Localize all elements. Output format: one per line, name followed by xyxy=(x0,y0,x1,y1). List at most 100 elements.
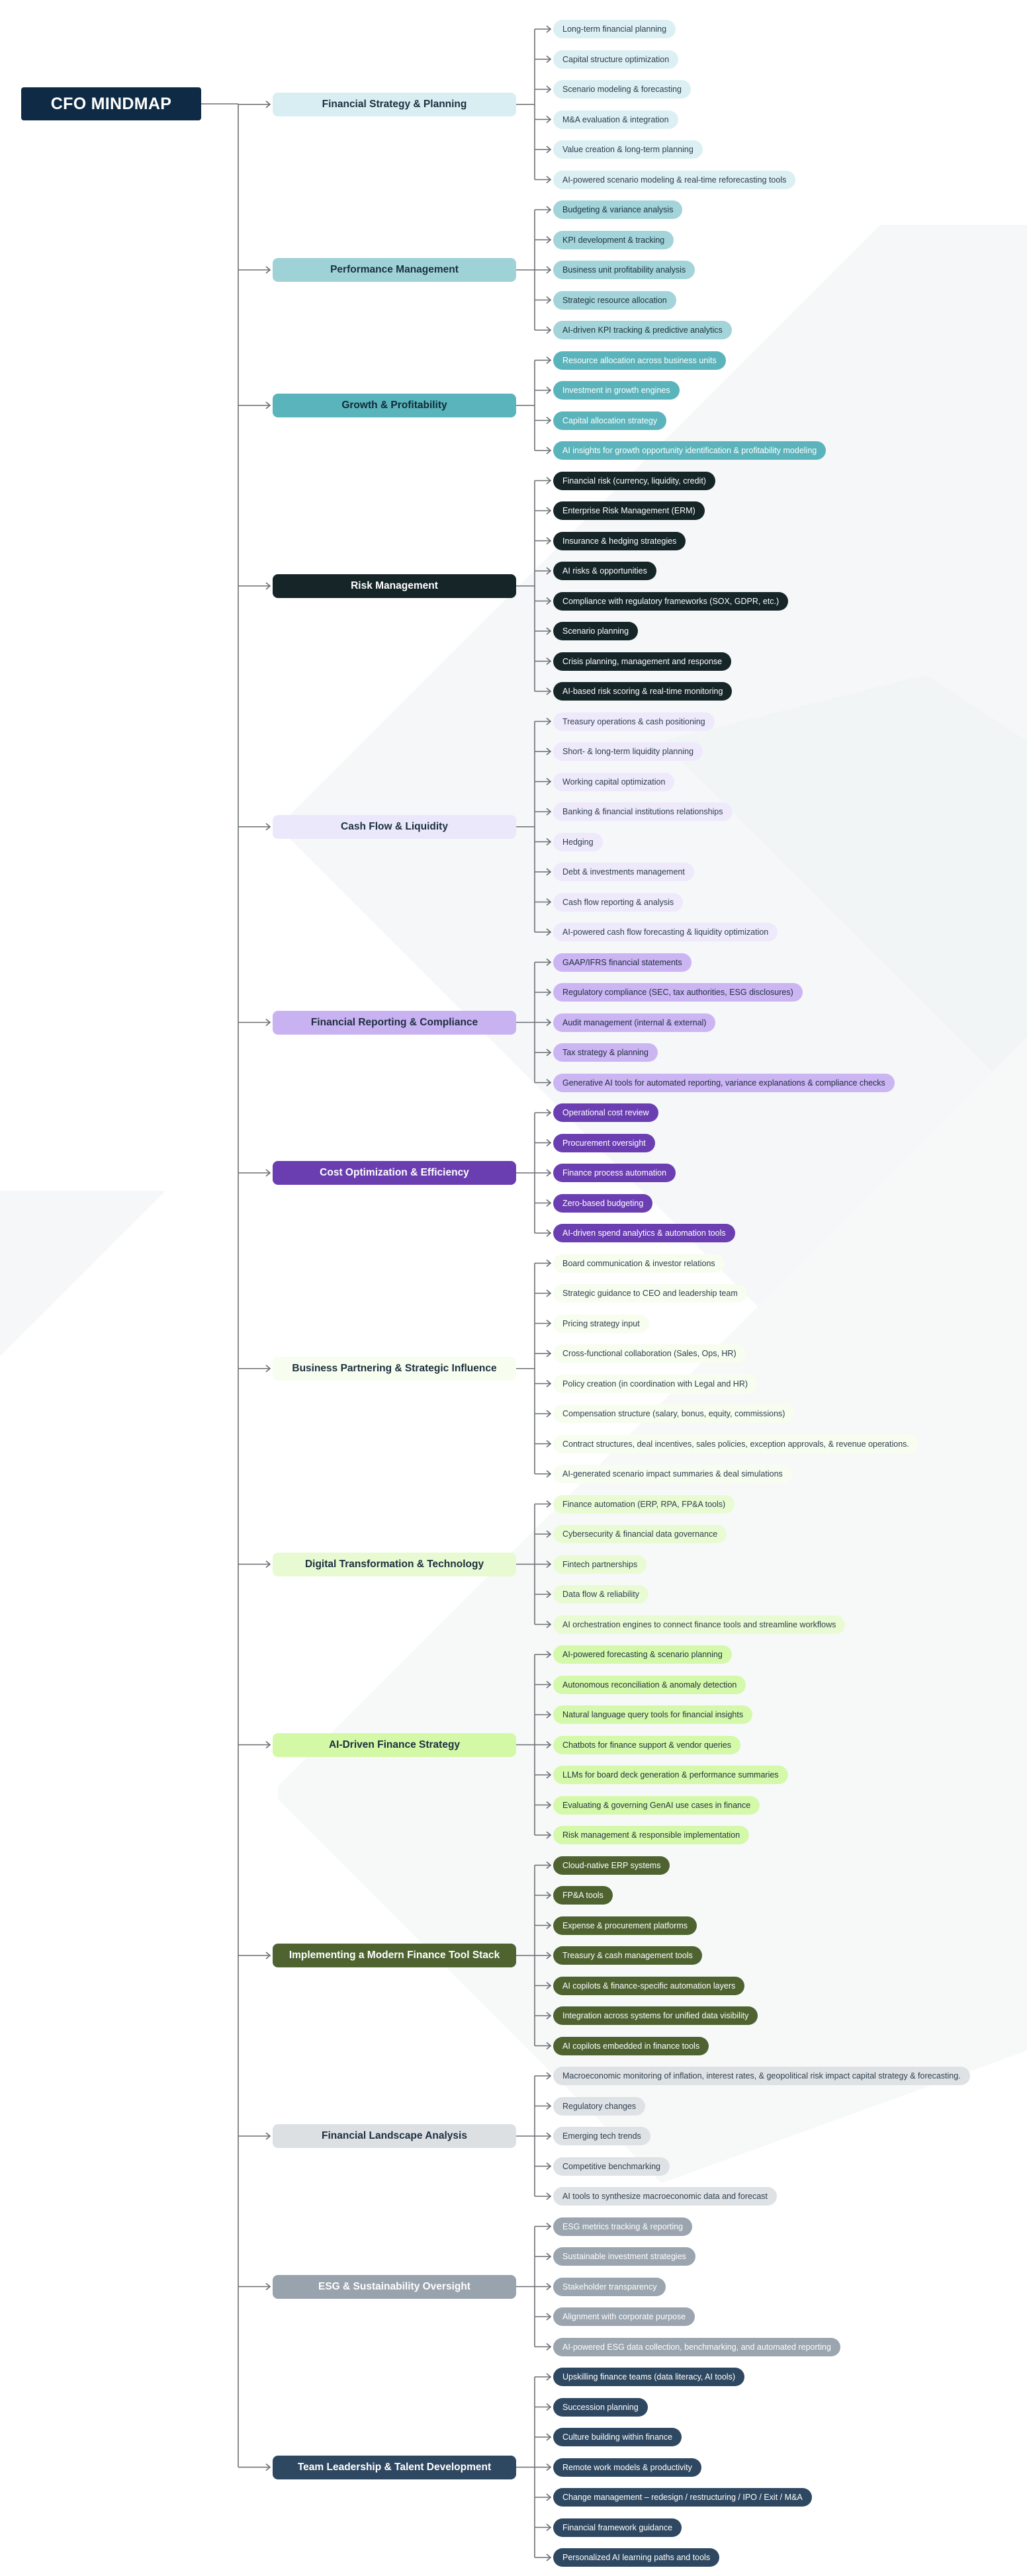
branch-12-item: Emerging tech trends xyxy=(553,2127,650,2145)
branch-12: Financial Landscape Analysis xyxy=(273,2124,516,2148)
branch-14-item: Remote work models & productivity xyxy=(553,2458,701,2477)
branch-1-item: Value creation & long-term planning xyxy=(553,140,703,159)
mindmap-root: CFO MINDMAP xyxy=(21,87,201,120)
branch-12-item: Competitive benchmarking xyxy=(553,2157,670,2176)
branch-7-item: AI-driven spend analytics & automation t… xyxy=(553,1224,735,1242)
branch-14-item: Financial framework guidance xyxy=(553,2518,682,2537)
branch-5-item: Cash flow reporting & analysis xyxy=(553,892,684,912)
branch-3-item: Capital allocation strategy xyxy=(553,411,667,430)
branch-5-item: Banking & financial institutions relatio… xyxy=(553,802,733,821)
branch-9-item: Data flow & reliability xyxy=(553,1585,649,1604)
branch-13: ESG & Sustainability Oversight xyxy=(273,2274,516,2299)
branch-4-item: Enterprise Risk Management (ERM) xyxy=(553,501,705,520)
branch-10-item: Risk management & responsible implementa… xyxy=(553,1826,750,1844)
branch-14-item: Personalized AI learning paths and tools xyxy=(553,2548,720,2567)
branch-8-item: Cross-functional collaboration (Sales, O… xyxy=(553,1344,746,1363)
branch-6-item: Regulatory compliance (SEC, tax authorit… xyxy=(553,983,803,1002)
branch-13-item: Stakeholder transparency xyxy=(553,2277,666,2296)
branch-13-item: ESG metrics tracking & reporting xyxy=(553,2217,693,2236)
branch-13-item: Sustainable investment strategies xyxy=(553,2247,695,2266)
branch-2-item: KPI development & tracking xyxy=(553,230,674,249)
branch-4-item: Scenario planning xyxy=(553,622,639,640)
branch-1-item: M&A evaluation & integration xyxy=(553,110,678,129)
branch-7-item: Finance process automation xyxy=(553,1164,676,1182)
branch-5-item: Short- & long-term liquidity planning xyxy=(553,742,703,761)
branch-11-item: AI copilots embedded in finance tools xyxy=(553,2036,709,2055)
branch-8-item: Compensation structure (salary, bonus, e… xyxy=(553,1404,795,1423)
branch-11-item: FP&A tools xyxy=(553,1886,613,1905)
branch-14-item: Succession planning xyxy=(553,2397,648,2417)
branch-11-item: AI copilots & finance-specific automatio… xyxy=(553,1976,745,1995)
branch-11-item: Integration across systems for unified d… xyxy=(553,2006,758,2025)
branch-5-item: Working capital optimization xyxy=(553,772,675,791)
branch-9: Digital Transformation & Technology xyxy=(273,1552,516,1576)
branch-9-item: AI orchestration engines to connect fina… xyxy=(553,1615,846,1634)
branch-7: Cost Optimization & Efficiency xyxy=(273,1161,516,1185)
branch-14: Team Leadership & Talent Development xyxy=(273,2455,516,2479)
branch-1-item: Capital structure optimization xyxy=(553,50,679,69)
branch-10-item: Autonomous reconciliation & anomaly dete… xyxy=(553,1675,746,1694)
branch-1: Financial Strategy & Planning xyxy=(273,92,516,116)
branch-9-item: Cybersecurity & financial data governanc… xyxy=(553,1525,727,1543)
branch-4: Risk Management xyxy=(273,574,516,598)
branch-7-item: Operational cost review xyxy=(553,1103,658,1122)
branch-9-item: Finance automation (ERP, RPA, FP&A tools… xyxy=(553,1494,735,1514)
branch-6-item: Tax strategy & planning xyxy=(553,1043,658,1062)
branch-10-item: Natural language query tools for financi… xyxy=(553,1705,753,1724)
branch-12-item: Macroeconomic monitoring of inflation, i… xyxy=(553,2067,970,2085)
branch-1-item: Scenario modeling & forecasting xyxy=(553,80,691,99)
branch-6-item: Generative AI tools for automated report… xyxy=(553,1073,895,1092)
branch-8-item: Board communication & investor relations xyxy=(553,1254,725,1273)
branch-4-item: Crisis planning, management and response xyxy=(553,652,732,671)
branch-6: Financial Reporting & Compliance xyxy=(273,1010,516,1035)
branch-4-item: AI-based risk scoring & real-time monito… xyxy=(553,682,733,701)
branch-4-item: Compliance with regulatory frameworks (S… xyxy=(553,591,789,611)
branch-8-item: Pricing strategy input xyxy=(553,1314,649,1333)
branch-10-item: Evaluating & governing GenAI use cases i… xyxy=(553,1795,760,1815)
branch-11-item: Treasury & cash management tools xyxy=(553,1946,702,1965)
branch-3-item: AI insights for growth opportunity ident… xyxy=(553,441,826,460)
branch-11-item: Cloud-native ERP systems xyxy=(553,1856,670,1875)
branch-6-item: Audit management (internal & external) xyxy=(553,1013,716,1032)
branch-8-item: Policy creation (in coordination with Le… xyxy=(553,1374,758,1393)
branch-11: Implementing a Modern Finance Tool Stack xyxy=(273,1944,516,1967)
branch-11-item: Expense & procurement platforms xyxy=(553,1916,697,1935)
branch-10-item: LLMs for board deck generation & perform… xyxy=(553,1766,788,1784)
branch-2-item: Budgeting & variance analysis xyxy=(553,200,683,219)
branch-8-item: Strategic guidance to CEO and leadership… xyxy=(553,1284,747,1303)
branch-5-item: Treasury operations & cash positioning xyxy=(553,712,715,731)
branch-2-item: Business unit profitability analysis xyxy=(553,261,695,279)
branch-2: Performance Management xyxy=(273,258,516,282)
branch-10-item: AI-powered forecasting & scenario planni… xyxy=(553,1645,732,1664)
branch-7-item: Procurement oversight xyxy=(553,1133,655,1152)
branch-2-item: Strategic resource allocation xyxy=(553,290,676,310)
branch-14-item: Change management – redesign / restructu… xyxy=(553,2488,812,2507)
branch-13-item: Alignment with corporate purpose xyxy=(553,2307,695,2326)
branch-9-item: Fintech partnerships xyxy=(553,1555,647,1574)
branch-6-item: GAAP/IFRS financial statements xyxy=(553,953,692,972)
branch-12-item: Regulatory changes xyxy=(553,2096,646,2116)
branch-3-item: Investment in growth engines xyxy=(553,381,680,400)
branch-13-item: AI-powered ESG data collection, benchmar… xyxy=(553,2337,840,2356)
branch-8: Business Partnering & Strategic Influenc… xyxy=(273,1356,516,1381)
branch-4-item: Insurance & hedging strategies xyxy=(553,531,686,550)
branch-4-item: Financial risk (currency, liquidity, cre… xyxy=(553,471,715,490)
branch-1-item: Long-term financial planning xyxy=(553,20,676,38)
branch-5-item: Hedging xyxy=(553,832,603,851)
branch-7-item: Zero-based budgeting xyxy=(553,1193,653,1213)
branch-10: AI-Driven Finance Strategy xyxy=(273,1733,516,1757)
branch-14-item: Upskilling finance teams (data literacy,… xyxy=(553,2368,744,2386)
branch-2-item: AI-driven KPI tracking & predictive anal… xyxy=(553,321,732,339)
branch-5: Cash Flow & Liquidity xyxy=(273,814,516,839)
branch-3: Growth & Profitability xyxy=(273,393,516,417)
branch-8-item: Contract structures, deal incentives, sa… xyxy=(553,1434,918,1453)
branch-4-item: AI risks & opportunities xyxy=(553,562,656,580)
branch-14-item: Culture building within finance xyxy=(553,2428,682,2446)
branch-12-item: AI tools to synthesize macroeconomic dat… xyxy=(553,2187,777,2206)
branch-3-item: Resource allocation across business unit… xyxy=(553,351,726,370)
branch-8-item: AI-generated scenario impact summaries &… xyxy=(553,1465,792,1483)
branch-1-item: AI-powered scenario modeling & real-time… xyxy=(553,170,796,189)
branch-5-item: Debt & investments management xyxy=(553,863,694,881)
branch-10-item: Chatbots for finance support & vendor qu… xyxy=(553,1735,741,1754)
